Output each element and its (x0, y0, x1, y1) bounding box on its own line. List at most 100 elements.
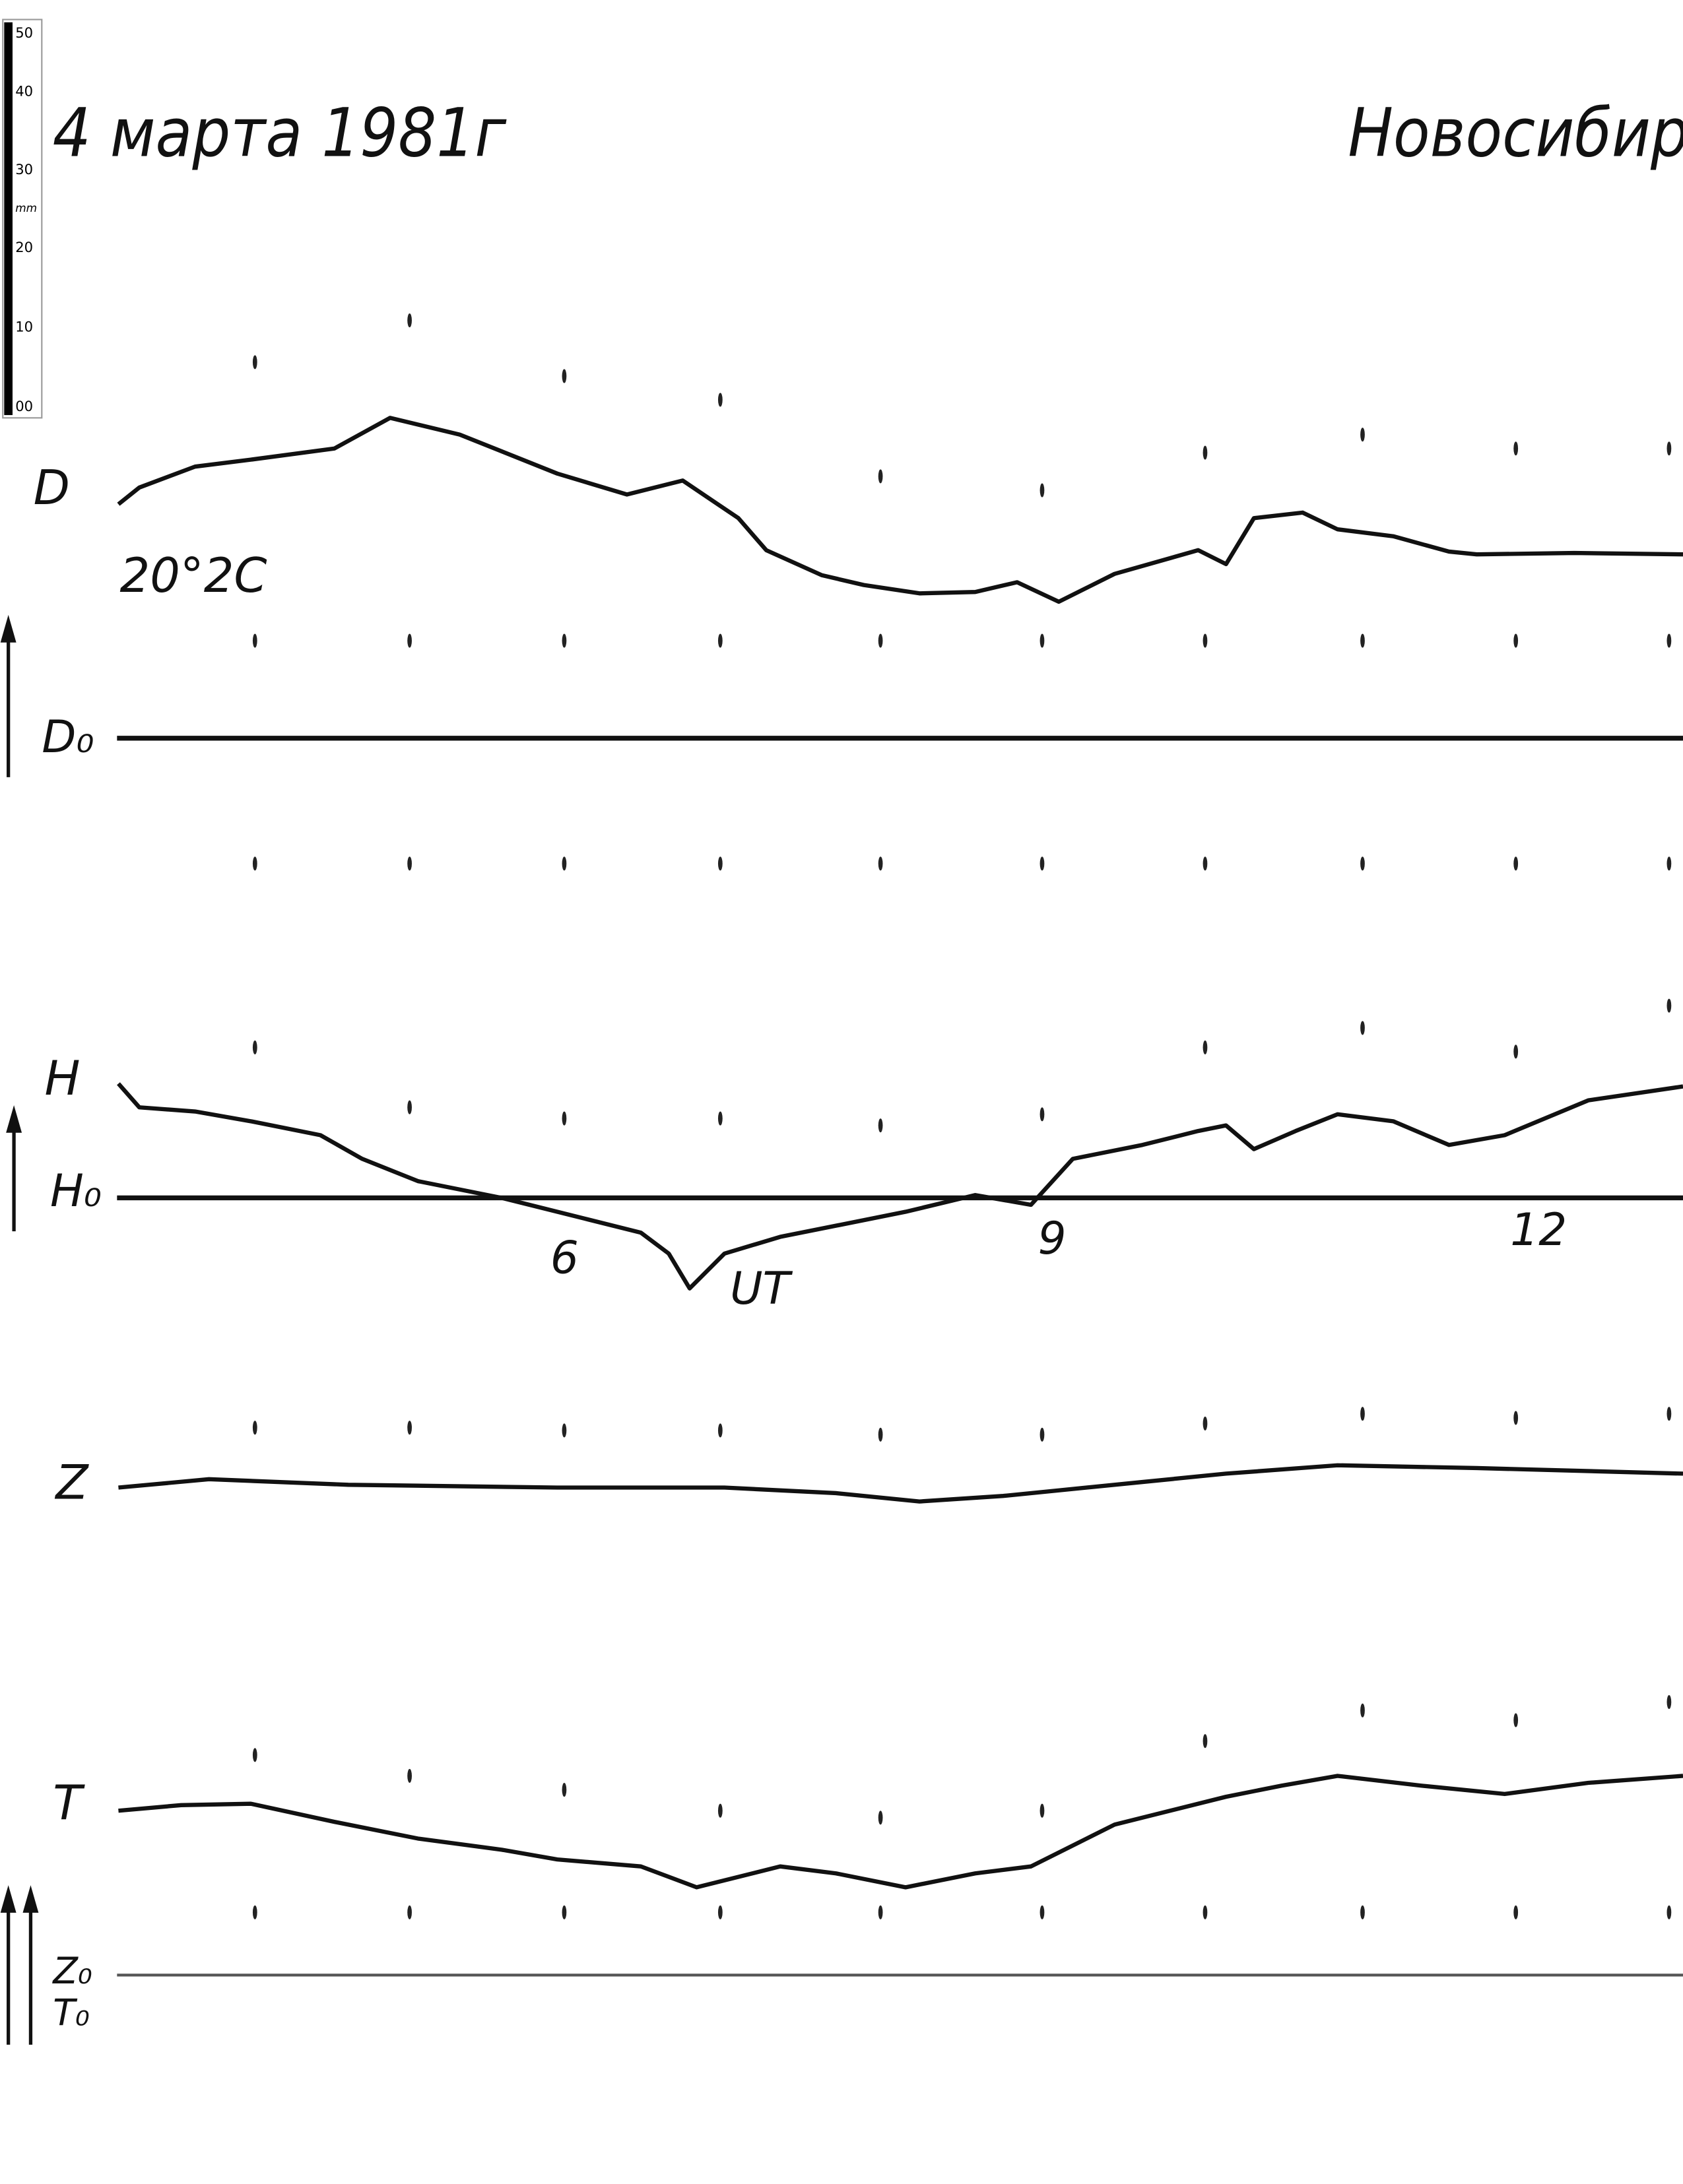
z-trace (118, 1463, 1683, 1504)
hour-mark (1666, 856, 1672, 871)
hour-mark (252, 1421, 257, 1435)
hour-mark (1040, 1905, 1045, 1919)
hour-mark (407, 1421, 412, 1435)
hour-mark (1203, 633, 1208, 648)
h-label: H (45, 1050, 81, 1106)
hour-mark (1666, 1407, 1672, 1421)
hour-mark (1360, 1905, 1365, 1919)
hour-mark (717, 1803, 723, 1818)
hour-mark (562, 1783, 567, 1797)
hour-mark (717, 856, 723, 871)
hour-mark (407, 1905, 412, 1919)
h0-label: H₀ (50, 1165, 102, 1217)
time-unit: UT (730, 1262, 793, 1314)
z-label: Z (54, 1454, 89, 1510)
hour-mark (1040, 483, 1045, 498)
hour-mark (1513, 441, 1519, 456)
scale-arrows (0, 614, 39, 2045)
hour-mark (1513, 1905, 1519, 1919)
hour-mark (878, 1118, 883, 1133)
hour-mark (407, 1768, 412, 1783)
hour-mark (1040, 1107, 1045, 1122)
hour-mark (252, 1905, 257, 1919)
hour-mark (1513, 1713, 1519, 1727)
ruler-label: 40 (15, 83, 33, 100)
date: 4 марта 1981г (53, 94, 508, 172)
hour-mark (717, 393, 723, 407)
hour-mark (1203, 445, 1208, 460)
hour-mark (1203, 1905, 1208, 1919)
hour-mark (1360, 1021, 1365, 1035)
hour-mark (878, 856, 883, 871)
hour-mark (717, 1111, 723, 1126)
hour-mark (562, 369, 567, 383)
hour-mark (1360, 1407, 1365, 1421)
hour-mark (878, 1811, 883, 1825)
hour-mark (1040, 633, 1045, 648)
z0-label: Z₀ (51, 1950, 92, 1992)
ruler: 50 40 30 mm 20 10 00 (2, 18, 43, 419)
t0-label: T₀ (53, 1991, 90, 2034)
hour-mark (252, 1040, 257, 1055)
time-label: 6 (550, 1231, 579, 1283)
hour-mark (1360, 428, 1365, 442)
d0-label: D₀ (42, 711, 94, 763)
hour-mark (1040, 856, 1045, 871)
d-trace (117, 416, 1683, 604)
hour-mark (562, 633, 567, 648)
hour-mark (878, 1905, 883, 1919)
time-label: 12 (1510, 1204, 1567, 1256)
hour-mark (717, 633, 723, 648)
hour-mark (407, 856, 412, 871)
hour-mark (1666, 633, 1672, 648)
t-label: T (53, 1775, 85, 1830)
hour-mark (1360, 633, 1365, 648)
hour-mark (252, 1748, 257, 1762)
ruler-unit: mm (15, 201, 37, 214)
hour-mark (1513, 1044, 1519, 1059)
hour-mark (252, 633, 257, 648)
hour-mark (1513, 856, 1519, 871)
hour-mark (878, 633, 883, 648)
hour-mark (1666, 441, 1672, 456)
ruler-label: 50 (15, 24, 33, 41)
hour-mark (717, 1423, 723, 1438)
hour-mark (1360, 856, 1365, 871)
hour-mark (1203, 1040, 1208, 1055)
ruler-label: 10 (15, 318, 33, 335)
ruler-label: 30 (15, 161, 33, 177)
d-note: 20°2C (120, 548, 267, 603)
hour-mark (1666, 1695, 1672, 1710)
hour-mark (1040, 1803, 1045, 1818)
hour-mark (1203, 856, 1208, 871)
ruler-label: 00 (15, 398, 33, 414)
hour-mark (407, 633, 412, 648)
hour-marks (252, 313, 1672, 1919)
h-trace (117, 1082, 1683, 1291)
ruler-bar (4, 22, 13, 416)
hour-mark (1040, 1427, 1045, 1442)
hour-mark (878, 1427, 883, 1442)
hour-mark (1513, 1411, 1519, 1425)
hour-mark (252, 355, 257, 369)
hour-mark (1203, 1734, 1208, 1749)
hour-mark (562, 1111, 567, 1126)
hour-mark (407, 313, 412, 328)
time-label: 9 (1038, 1212, 1067, 1264)
hour-mark (717, 1905, 723, 1919)
hour-mark (562, 1905, 567, 1919)
hour-mark (562, 1423, 567, 1438)
hour-mark (1513, 633, 1519, 648)
hour-mark (1360, 1703, 1365, 1718)
station: Новосибирс (1348, 94, 1683, 172)
ruler-label: 20 (15, 239, 33, 255)
hour-mark (252, 856, 257, 871)
d-label: D (34, 460, 70, 515)
hour-mark (562, 856, 567, 871)
hour-mark (1203, 1416, 1208, 1430)
hour-mark (1666, 1905, 1672, 1919)
